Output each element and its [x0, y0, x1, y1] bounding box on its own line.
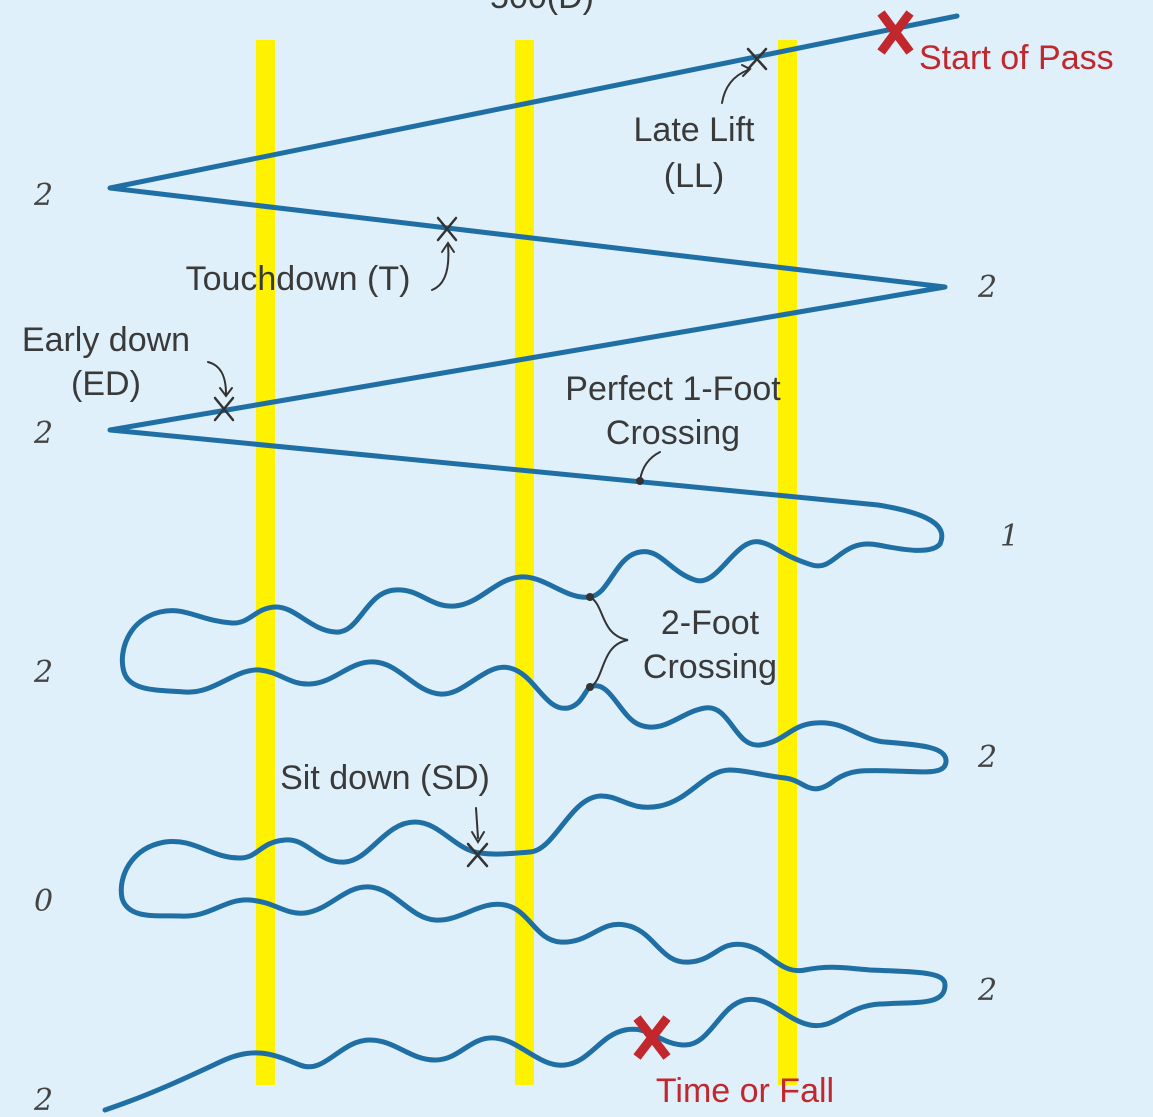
yellow-line-2: [515, 40, 534, 1085]
touchdown-pointer: [431, 244, 450, 291]
score-column: 2 2 2 1 2 2 0 2 2: [33, 178, 1019, 1117]
two-foot-label-2: Crossing: [643, 648, 777, 686]
perfect-crossing-dot: [636, 477, 644, 485]
late-lift-x-icon: [746, 47, 768, 71]
annotation-pointers: [207, 64, 752, 844]
score-2: 2: [977, 270, 997, 305]
late-lift-pointer: [721, 69, 749, 104]
zigzag-path: [107, 13, 960, 553]
yellow-line-3: [778, 40, 797, 1085]
sit-down-arrowhead: [471, 831, 485, 844]
two-foot-bracket: [589, 596, 629, 688]
two-foot-label: 2-Foot: [661, 604, 760, 642]
early-down-x-icon: [213, 396, 235, 422]
score-5: 2: [33, 655, 53, 690]
score-7: 0: [34, 884, 53, 919]
early-down-arrowhead: [219, 387, 233, 398]
late-lift-abbrev: (LL): [664, 157, 724, 195]
touchdown-x-icon: [436, 216, 458, 242]
score-6: 2: [977, 740, 997, 775]
score-1: 2: [33, 178, 53, 213]
score-8: 2: [977, 973, 997, 1008]
partial-header-text: 500(D): [490, 0, 594, 16]
early-down-abbrev: (ED): [71, 365, 141, 403]
late-lift-label: Late Lift: [634, 111, 756, 149]
touchdown-label: Touchdown (T): [186, 260, 411, 298]
early-down-pointer: [207, 361, 227, 395]
time-or-fall-x-icon: [633, 1015, 671, 1060]
wavy-path-2: [102, 767, 948, 1113]
touchdown-arrowhead: [441, 241, 455, 253]
wavy-path-1-top: [119, 539, 949, 792]
score-3: 2: [33, 416, 53, 451]
perfect-crossing-label-2: Crossing: [606, 414, 740, 452]
early-down-label: Early down: [22, 321, 190, 359]
fault-marks: [213, 47, 768, 868]
perfect-crossing-pointer: [639, 451, 661, 481]
time-or-fall-label: Time or Fall: [656, 1072, 834, 1110]
score-9: 2: [33, 1083, 53, 1117]
sit-down-label: Sit down (SD): [280, 759, 490, 797]
start-of-pass-label: Start of Pass: [919, 39, 1114, 77]
two-foot-dot-bottom: [586, 683, 594, 691]
late-lift-arrowhead: [741, 64, 752, 77]
two-foot-dot-top: [586, 593, 594, 601]
yellow-lines: [256, 40, 797, 1085]
yellow-line-1: [256, 40, 275, 1085]
sit-down-x-icon: [466, 842, 489, 868]
score-4: 1: [1000, 519, 1019, 554]
sit-down-pointer: [475, 807, 479, 839]
perfect-crossing-label: Perfect 1-Foot: [565, 370, 781, 408]
start-of-pass-x-icon: [877, 10, 914, 55]
